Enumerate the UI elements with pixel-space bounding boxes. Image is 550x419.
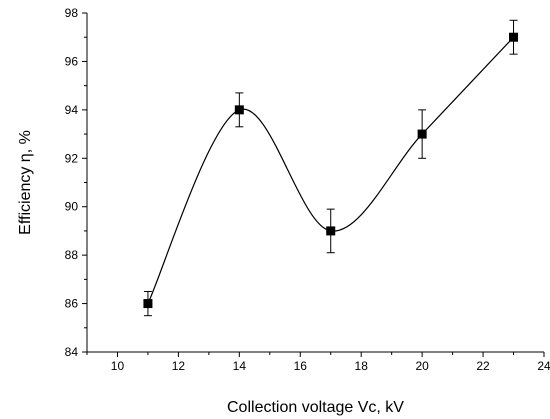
series-line: [147, 36, 514, 304]
y-axis-title: Efficiency η, %: [17, 130, 34, 235]
plot-frame: [86, 13, 544, 353]
data-point-marker: [234, 105, 244, 115]
x-tick-label: 12: [172, 359, 186, 373]
x-tick-label: 20: [415, 359, 429, 373]
data-point-marker: [509, 32, 519, 42]
y-axis: 84 86 88 90 92 94 96 98: [65, 6, 87, 359]
y-tick-label: 92: [65, 151, 79, 165]
data-point-marker: [143, 299, 153, 309]
y-tick-label: 88: [65, 248, 79, 262]
y-tick-label: 94: [65, 103, 79, 117]
y-tick-label: 84: [65, 345, 79, 359]
error-bars-layer: [143, 19, 518, 317]
data-point-marker: [326, 226, 336, 236]
y-tick-label: 98: [65, 6, 79, 20]
y-tick-label: 86: [65, 297, 79, 311]
data-points-layer: [143, 32, 519, 309]
x-tick-label: 22: [476, 359, 490, 373]
x-tick-label: 18: [355, 359, 369, 373]
x-tick-label: 24: [537, 359, 550, 373]
data-point-marker: [417, 129, 427, 139]
x-axis: 10 12 14 16 18 20 22 24: [86, 352, 550, 373]
x-tick-label: 14: [233, 359, 247, 373]
x-tick-label: 10: [111, 359, 125, 373]
series-curve-layer: [147, 36, 514, 304]
y-tick-label: 90: [65, 200, 79, 214]
y-tick-label: 96: [65, 54, 79, 68]
x-tick-label: 16: [294, 359, 308, 373]
x-axis-title: Collection voltage Vc, kV: [227, 399, 404, 416]
